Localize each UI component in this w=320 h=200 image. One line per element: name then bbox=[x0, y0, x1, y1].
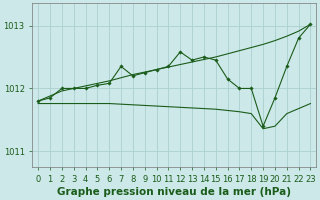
X-axis label: Graphe pression niveau de la mer (hPa): Graphe pression niveau de la mer (hPa) bbox=[57, 187, 291, 197]
